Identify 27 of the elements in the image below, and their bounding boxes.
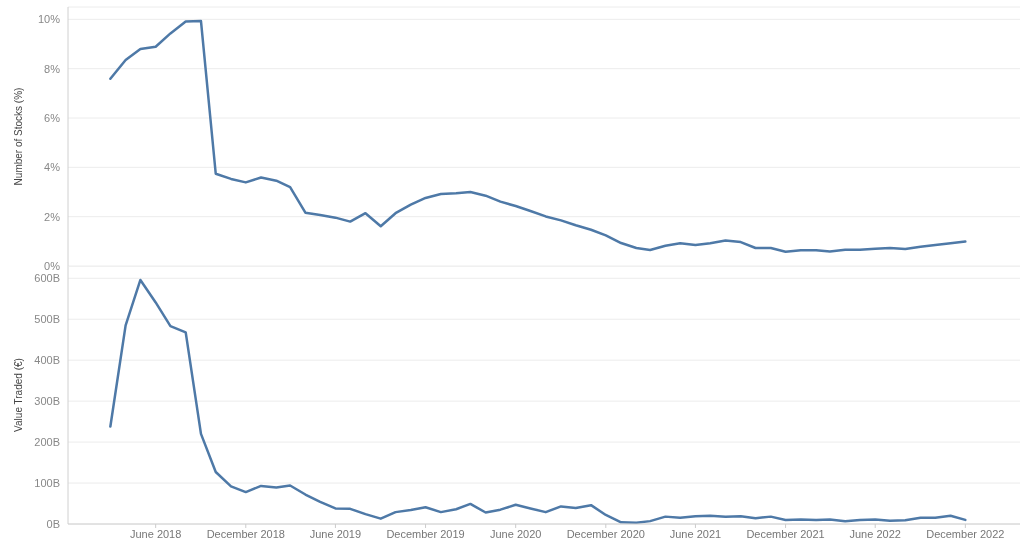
y-tick-label: 200B [34, 436, 60, 448]
x-tick-label: June 2018 [129, 527, 182, 540]
y-axis-title: Value Traded (€) [12, 358, 24, 432]
y-tick-label: 400B [34, 354, 60, 367]
y-tick-label: 500B [34, 313, 60, 326]
y-tick-label: 2% [44, 210, 61, 223]
y-axis-title: Number of Stocks (%) [12, 87, 24, 186]
x-tick-label: June 2022 [849, 527, 901, 540]
x-tick-label: June 2019 [309, 527, 362, 540]
y-tick-label: 300B [34, 395, 60, 408]
x-tick-label: December 2022 [926, 527, 1005, 540]
x-tick-label: December 2018 [206, 527, 285, 540]
x-tick-label: June 2021 [669, 527, 722, 540]
x-tick-label: June 2020 [489, 527, 542, 540]
line-series [109, 278, 967, 524]
line-series [109, 19, 967, 253]
y-tick-label: 4% [44, 161, 61, 174]
x-tick-label: December 2019 [386, 527, 465, 540]
y-tick-label: 6% [44, 111, 61, 124]
y-tick-label: 0% [44, 259, 61, 272]
y-tick-label: 100B [34, 476, 60, 489]
y-tick-label: 0B [46, 517, 60, 530]
y-tick-label: 10% [37, 13, 61, 26]
x-tick-label: December 2020 [566, 527, 645, 540]
y-tick-label: 8% [44, 62, 61, 75]
x-tick-label: December 2021 [746, 527, 825, 540]
y-tick-label: 600B [34, 272, 60, 285]
